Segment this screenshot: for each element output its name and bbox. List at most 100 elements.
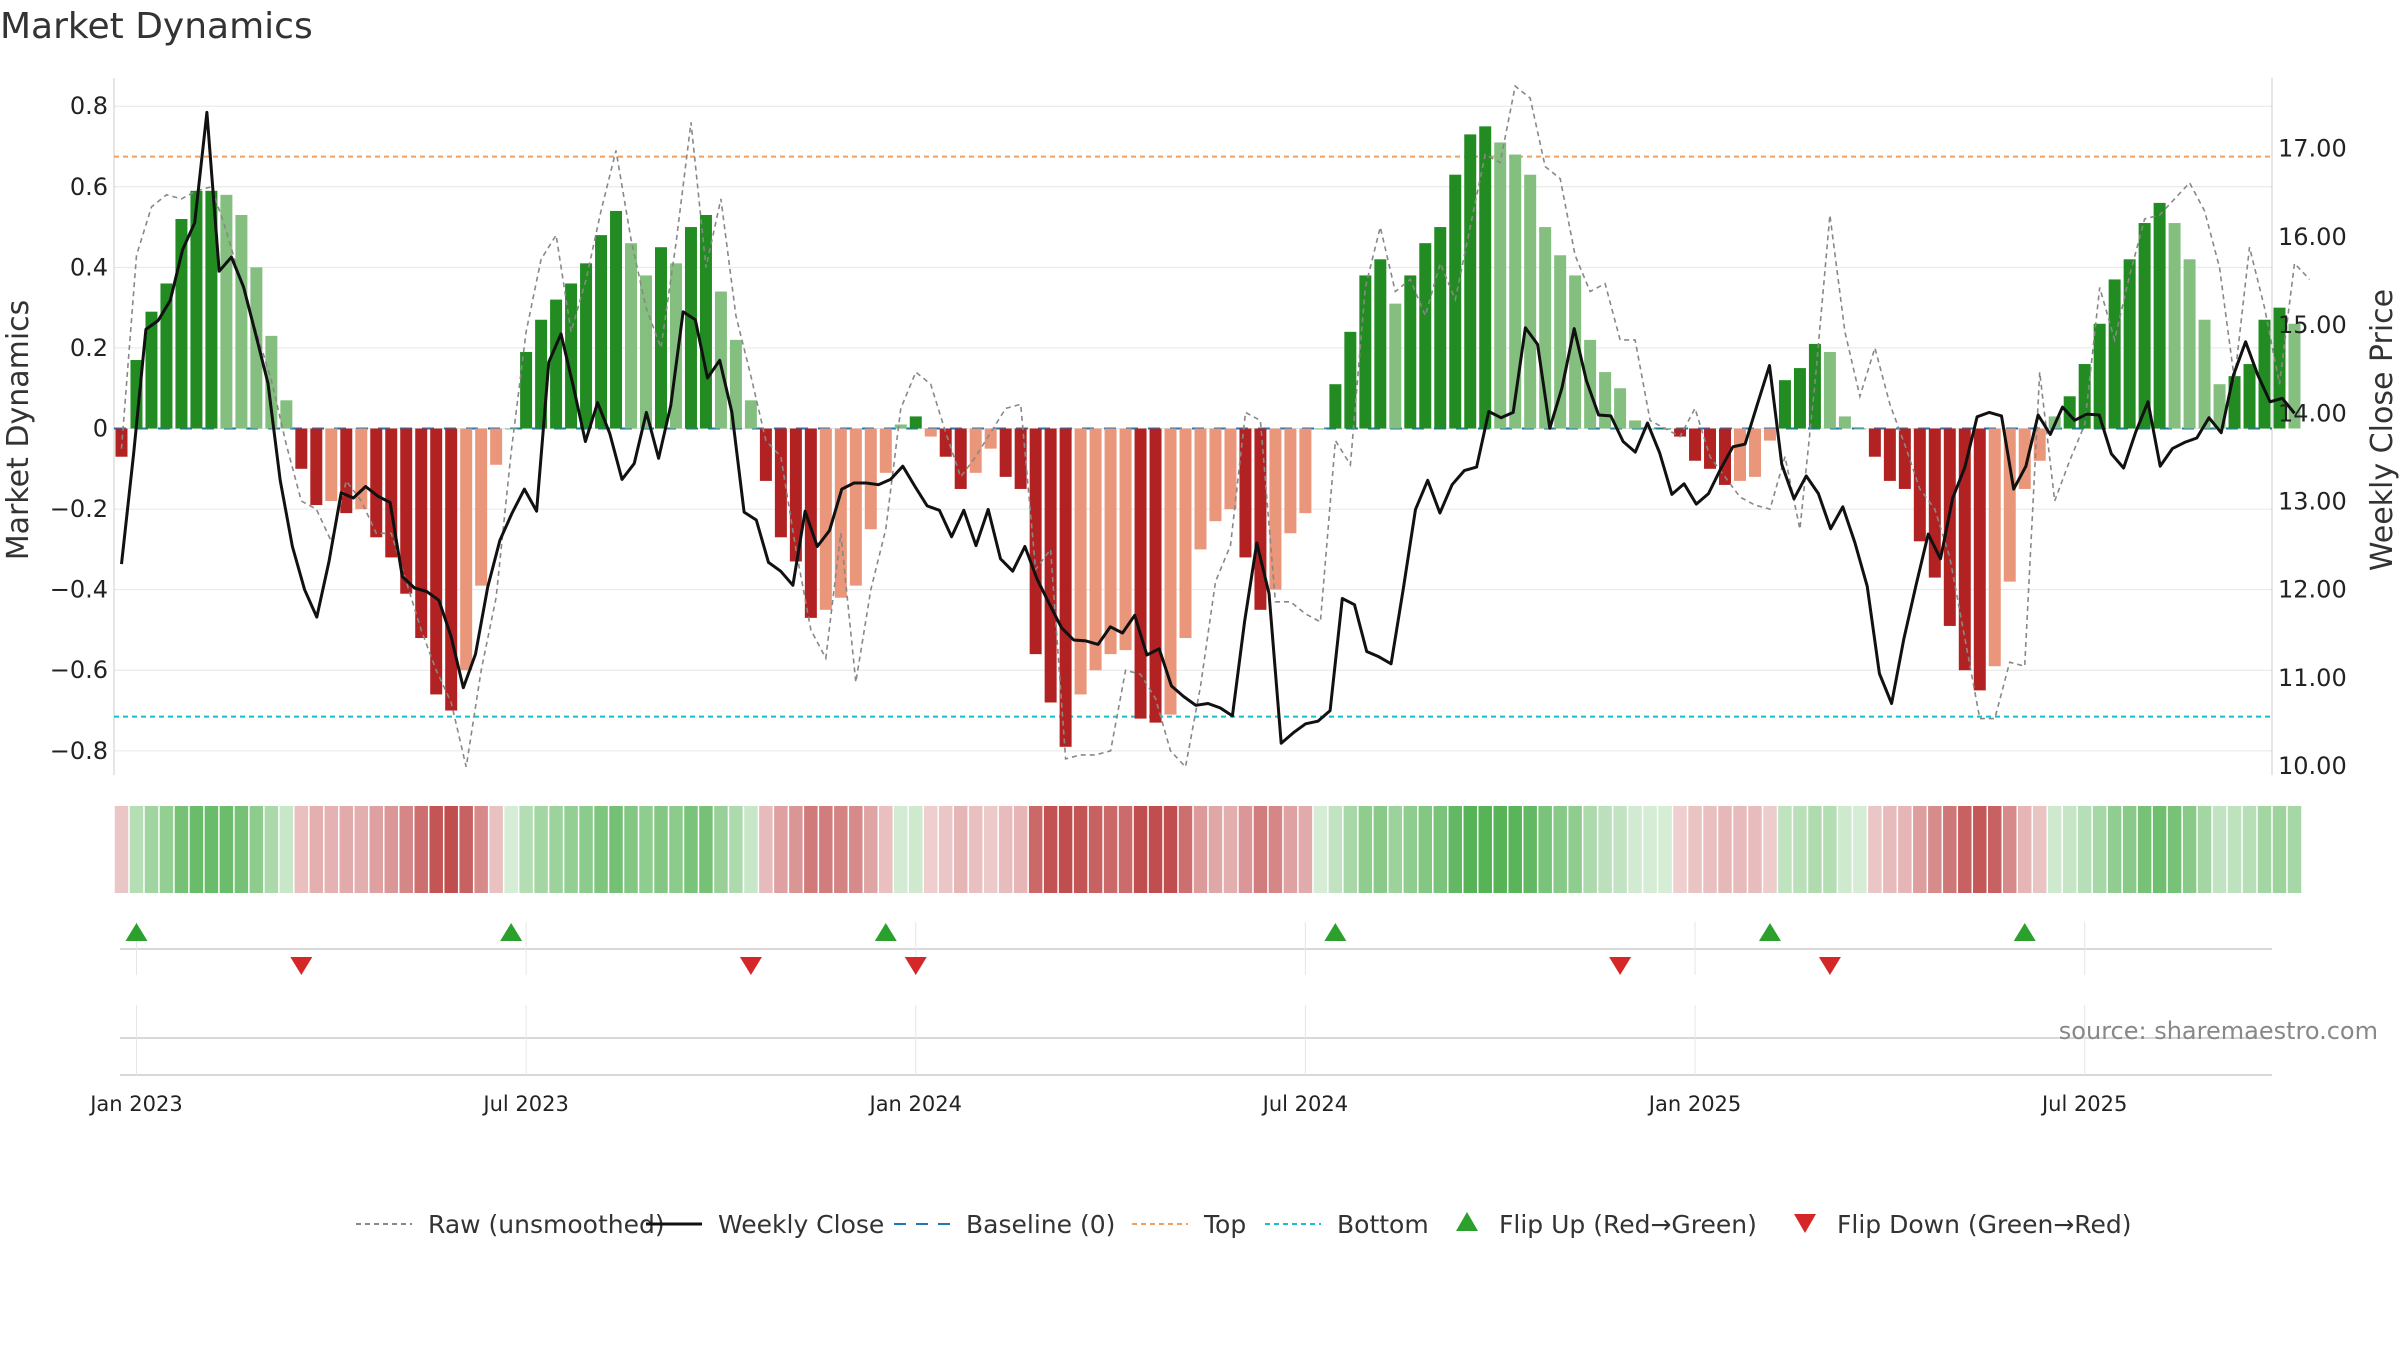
- regime-cell: [414, 806, 428, 893]
- dynamics-bar: [175, 219, 188, 429]
- dynamics-bar: [1853, 428, 1866, 430]
- dynamics-bar: [1584, 339, 1597, 429]
- dynamics-bar: [819, 428, 832, 610]
- legend-item: Baseline (0): [894, 1210, 1115, 1239]
- dynamics-bar: [1359, 275, 1372, 429]
- regime-cell: [1088, 806, 1103, 893]
- regime-cell: [1958, 806, 1972, 893]
- regime-cell: [879, 806, 893, 893]
- dynamics-bar: [370, 428, 383, 538]
- dynamics-bar: [699, 214, 712, 429]
- legend-item: Top: [1132, 1210, 1246, 1239]
- dynamics-bar: [1329, 384, 1342, 429]
- legend-label: Flip Up (Red→Green): [1499, 1210, 1757, 1239]
- regime-cell: [384, 806, 398, 893]
- dynamics-bar: [340, 428, 353, 514]
- legend-swatch: [1794, 1214, 1816, 1233]
- regime-cell: [1838, 806, 1852, 893]
- regime-cell: [1118, 806, 1133, 893]
- flip-down-marker: [1818, 957, 1841, 975]
- dynamics-bar: [475, 428, 488, 586]
- regime-cell: [2077, 806, 2092, 893]
- regime-cell: [804, 806, 818, 893]
- regime-cell: [2242, 806, 2257, 893]
- source-credit: source: sharemaestro.com: [2059, 1017, 2378, 1045]
- regime-cell: [1328, 806, 1343, 893]
- y-tick-label: −0.6: [50, 656, 108, 684]
- dynamics-bar: [729, 339, 742, 429]
- legend-item: Bottom: [1265, 1210, 1429, 1239]
- regime-cell: [1028, 806, 1043, 893]
- regime-cell: [1778, 806, 1792, 893]
- x-axis-ticks: Jan 2023 Jul 2023 Jan 2024 Jul 2024 Jan 2025…: [88, 1092, 2127, 1116]
- flip-down-marker: [904, 957, 927, 975]
- legend-item: Flip Up (Red→Green): [1456, 1210, 1757, 1239]
- regime-cell: [1733, 806, 1747, 893]
- dynamics-bar: [325, 428, 338, 502]
- regime-cell: [564, 806, 578, 893]
- regime-cell: [1823, 806, 1837, 893]
- y-tick-label: 0.8: [70, 92, 108, 120]
- dynamics-bar: [2003, 428, 2016, 582]
- dynamics-bar: [535, 319, 548, 429]
- regime-cell: [1178, 806, 1193, 893]
- y-tick-label: −0.4: [50, 576, 108, 604]
- regime-cell: [489, 806, 503, 893]
- dynamics-bar: [1599, 372, 1612, 429]
- regime-cell: [219, 806, 234, 893]
- dynamics-bar: [2168, 223, 2181, 429]
- dynamics-bar: [2198, 319, 2211, 429]
- dynamics-bar: [2033, 428, 2046, 461]
- regime-cell: [669, 806, 683, 893]
- legend-label: Raw (unsmoothed): [428, 1210, 665, 1239]
- dynamics-bar: [759, 428, 772, 481]
- dynamics-bar: [490, 428, 503, 465]
- y-tick-label: 0: [93, 415, 108, 443]
- x-tick-label: Jan 2024: [868, 1092, 963, 1116]
- dynamics-bar: [1988, 428, 2001, 667]
- dynamics-bar: [1179, 428, 1192, 639]
- regime-cell: [1493, 806, 1507, 893]
- regime-cell: [1103, 806, 1118, 893]
- dynamics-bar: [505, 428, 518, 430]
- dynamics-bar: [385, 428, 398, 558]
- dynamics-bar: [1224, 428, 1237, 510]
- dynamics-bar: [879, 428, 892, 473]
- flip-up-marker: [1324, 923, 1347, 941]
- regime-cell: [1703, 806, 1717, 893]
- flip-down-marker: [1609, 957, 1632, 975]
- legend-item: Raw (unsmoothed): [356, 1210, 665, 1239]
- dynamics-bar: [924, 428, 937, 437]
- chart-title: Market Dynamics: [0, 6, 313, 47]
- dynamics-bar: [145, 311, 158, 429]
- regime-cell: [2182, 806, 2197, 893]
- regime-cell: [2092, 806, 2107, 893]
- regime-cell: [2122, 806, 2137, 893]
- dynamics-bar: [115, 428, 128, 457]
- regime-cell: [819, 806, 833, 893]
- regime-cell: [144, 806, 159, 893]
- regime-cell: [864, 806, 878, 893]
- dynamics-bar: [1344, 331, 1357, 429]
- regime-cell: [744, 806, 758, 893]
- regime-cell: [2197, 806, 2212, 893]
- flip-down-marker: [290, 957, 313, 975]
- dynamics-bar: [2183, 259, 2196, 429]
- regime-cell: [2017, 806, 2032, 893]
- regime-cell: [1613, 806, 1627, 893]
- dynamics-bar: [969, 428, 982, 473]
- regime-cell: [1688, 806, 1702, 893]
- dynamics-bar: [1883, 428, 1896, 481]
- regime-cell: [174, 806, 189, 893]
- legend-swatch: [1456, 1212, 1478, 1231]
- regime-cell: [1283, 806, 1298, 893]
- dynamics-bar: [2093, 323, 2106, 429]
- dynamics-bar: [669, 263, 682, 429]
- regime-cell: [459, 806, 473, 893]
- dynamics-bar: [774, 428, 787, 538]
- regime-cell: [983, 806, 998, 893]
- flip-up-marker: [874, 923, 897, 941]
- regime-cell: [699, 806, 713, 893]
- dynamics-bar: [1629, 420, 1642, 429]
- regime-cell: [339, 806, 354, 893]
